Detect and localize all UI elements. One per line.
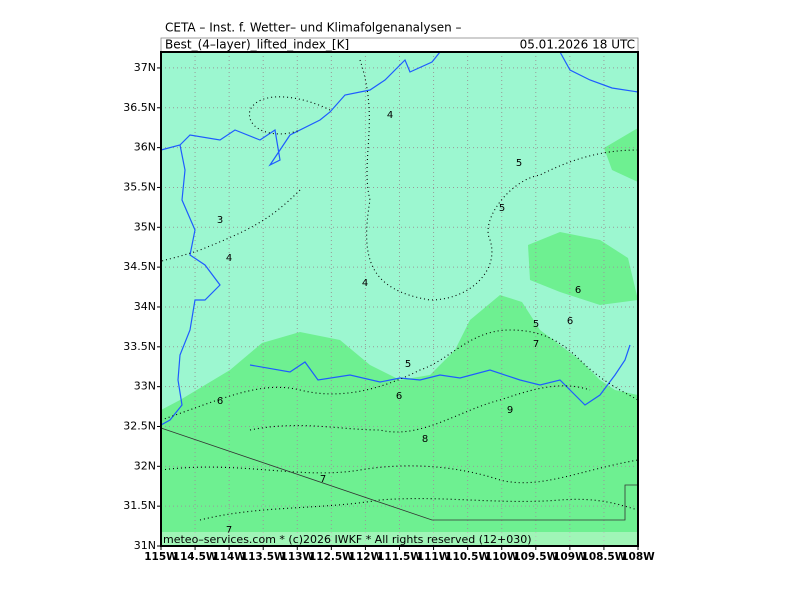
y-tick-label: 33N (134, 380, 156, 393)
y-tick-label: 35.5N (123, 180, 156, 193)
y-tick-label: 32N (134, 459, 156, 472)
y-tick-label: 31.5N (123, 499, 156, 512)
contour-label: 4 (226, 253, 232, 264)
y-tick-label: 37N (134, 61, 156, 74)
x-tick-label: 115W (144, 551, 178, 563)
contour-label: 5 (533, 319, 539, 330)
x-tick-label: 109.5W (513, 551, 558, 563)
contour-label: 4 (387, 110, 393, 121)
y-tick-label: 32.5N (123, 419, 156, 432)
x-tick-label: 112.5W (309, 551, 354, 563)
y-tick-label: 31N (134, 539, 156, 552)
footer-band (161, 532, 638, 546)
x-tick-label: 108W (621, 551, 655, 563)
contour-label: 6 (575, 285, 581, 296)
river (249, 344, 631, 406)
y-tick-label: 34N (134, 300, 156, 313)
y-tick-label: 36N (134, 141, 156, 154)
contour-labels: 3 4 4 5 5 4 6 5 6 7 5 6 6 9 8 7 7 (217, 110, 581, 536)
state-border (160, 427, 638, 521)
contour-label: 7 (533, 339, 539, 350)
x-tick-label: 111.5W (377, 551, 422, 563)
x-tick-label: 110W (485, 551, 519, 563)
footer: meteo–services.com * (c)2026 IWKF * All … (163, 533, 532, 546)
contour (160, 329, 639, 421)
field-high (604, 128, 638, 182)
map-area: 3 4 4 5 5 4 6 5 6 7 5 6 6 9 8 7 7 meteo–services.com * (… (160, 51, 639, 547)
contour-label: 7 (226, 525, 232, 536)
river (559, 51, 639, 93)
x-tick-label: 109W (553, 551, 587, 563)
x-tick-label: 114.5W (173, 551, 218, 563)
contour-label: 7 (320, 474, 326, 485)
river (160, 144, 221, 426)
field-high (528, 232, 638, 305)
y-tick-label: 33.5N (123, 340, 156, 353)
header-date: 05.01.2026 18 UTC (520, 38, 635, 52)
x-tick-label: 113W (281, 551, 315, 563)
y-tick-label: 36.5N (123, 101, 156, 114)
contour-label: 6 (217, 396, 223, 407)
contour-label: 8 (422, 434, 428, 445)
contour-label: 6 (396, 391, 402, 402)
contour-label: 5 (516, 158, 522, 169)
x-tick-label: 111W (417, 551, 451, 563)
contour-label: 5 (499, 203, 505, 214)
contour-label: 9 (507, 405, 513, 416)
contour (160, 385, 639, 521)
x-tick-label: 113.5W (241, 551, 286, 563)
contour-label: 3 (217, 215, 223, 226)
header-field: Best_(4–layer)_lifted_index_[K] (165, 38, 349, 52)
y-tick-label: 35N (134, 220, 156, 233)
contour (160, 96, 331, 263)
x-tick-label: 114W (212, 551, 246, 563)
x-tick-label: 108.5W (582, 551, 627, 563)
x-tick-label: 112W (349, 551, 383, 563)
x-tick-label: 110.5W (445, 551, 490, 563)
contour-label: 4 (362, 278, 368, 289)
contour-label: 5 (405, 359, 411, 370)
contour-label: 6 (567, 316, 573, 327)
river (160, 51, 441, 167)
y-tick-label: 34.5N (123, 260, 156, 273)
header-title: CETA – Inst. f. Wetter– und Klimafolgena… (165, 21, 462, 35)
